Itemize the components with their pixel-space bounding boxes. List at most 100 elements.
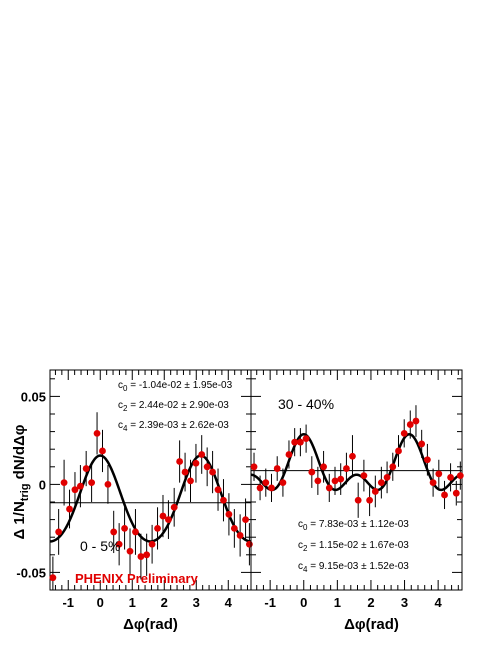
data-point — [256, 484, 264, 492]
data-point — [279, 479, 287, 487]
param-value: = 9.15e-03 ± 1.52e-03 — [307, 561, 409, 572]
data-point — [325, 484, 333, 492]
data-point — [273, 465, 281, 472]
data-point — [395, 447, 402, 455]
param-value: = 2.44e-02 ± 2.90e-03 — [127, 400, 229, 411]
data-point — [55, 528, 63, 536]
x-axis-title: Δφ(rad) — [344, 616, 399, 633]
data-point — [366, 496, 374, 504]
data-point — [181, 468, 189, 476]
data-point — [148, 540, 156, 548]
data-point — [456, 472, 464, 479]
data-point — [99, 447, 106, 455]
data-point — [423, 456, 431, 464]
param-sub: 2 — [123, 404, 128, 413]
data-point — [418, 440, 426, 448]
data-point — [360, 472, 368, 479]
x-tick-label: -1 — [62, 595, 74, 610]
data-point — [230, 525, 238, 532]
param-sub: 0 — [123, 384, 128, 393]
fit-param-c2: c2 = 2.44e-02 ± 2.90e-03 — [118, 400, 229, 413]
panel-midcentral: -1 0 1 2 3 4Δφ(rad)c0 = 7.83e-03 ± 1.12e-03c2… — [250, 369, 464, 633]
data-point — [331, 477, 339, 485]
data-point — [220, 496, 227, 504]
param-name: c — [298, 561, 303, 572]
fit-curve — [250, 433, 463, 492]
param-name: c — [298, 540, 303, 551]
data-point — [209, 468, 216, 476]
data-point — [236, 532, 244, 539]
x-axis-title: Δφ(rad) — [123, 616, 178, 633]
data-point — [343, 465, 350, 472]
x-tick-label: 1 — [334, 595, 341, 610]
data-point — [250, 463, 258, 471]
data-point — [165, 516, 172, 523]
data-point — [291, 438, 299, 446]
data-point — [400, 429, 408, 437]
data-point — [354, 496, 362, 504]
y-axis-title: Δ 1/Ntrig dN/dΔφ — [11, 424, 31, 539]
data-point — [66, 505, 73, 513]
data-point — [441, 491, 448, 499]
param-value: = 7.83e-03 ± 1.12e-03 — [307, 519, 409, 530]
x-tick-label: 4 — [435, 595, 443, 610]
data-point — [170, 503, 178, 511]
centrality-label: 30 - 40% — [278, 396, 334, 412]
fit-param-c0: c0 = 7.83e-03 ± 1.12e-03 — [298, 519, 409, 532]
data-point — [214, 486, 222, 494]
x-tick-label: -1 — [264, 595, 276, 610]
x-tick-label: 3 — [401, 595, 408, 610]
param-sub: 4 — [123, 424, 128, 433]
y-axis-title-tail: dN/dΔφ — [11, 424, 28, 483]
data-point — [159, 512, 167, 520]
y-tick-label: -0.05 — [16, 565, 46, 580]
x-tick-label: 1 — [129, 595, 136, 610]
x-tick-label: 2 — [367, 595, 374, 610]
data-point — [314, 477, 322, 485]
data-point — [452, 489, 460, 497]
data-point — [225, 510, 233, 518]
data-point — [242, 516, 249, 523]
param-sub: 4 — [303, 565, 308, 574]
data-point — [435, 470, 443, 478]
param-value: = -1.04e-02 ± 1.95e-03 — [127, 380, 232, 391]
data-point — [110, 528, 118, 536]
y-axis-title-sub: trig — [19, 483, 31, 501]
data-point — [302, 435, 310, 443]
data-point — [126, 547, 134, 555]
param-value: = 1.15e-02 ± 1.67e-03 — [307, 540, 409, 551]
fit-param-c2: c2 = 1.15e-02 ± 1.67e-03 — [298, 540, 409, 553]
param-name: c — [118, 380, 123, 391]
param-sub: 0 — [303, 523, 308, 532]
preliminary-label: PHENIX Preliminary — [75, 571, 199, 586]
data-point — [132, 528, 139, 536]
data-point — [187, 477, 194, 485]
param-name: c — [118, 420, 123, 431]
data-point — [371, 488, 379, 495]
data-point — [176, 458, 184, 465]
data-point — [154, 525, 161, 532]
fit-param-c4: c4 = 9.15e-03 ± 1.52e-03 — [298, 561, 409, 574]
data-point — [203, 463, 211, 471]
data-point — [268, 484, 275, 492]
param-value: = 2.39e-03 ± 2.62e-03 — [127, 420, 229, 431]
data-point — [121, 525, 128, 532]
data-point — [71, 486, 79, 494]
data-point — [412, 417, 420, 425]
data-point — [115, 540, 123, 548]
data-point — [337, 475, 345, 483]
data-point — [77, 482, 84, 490]
data-point — [198, 451, 206, 458]
data-point — [296, 438, 304, 446]
y-tick-label: 0 — [39, 477, 46, 492]
x-tick-label: 3 — [193, 595, 200, 610]
data-point — [60, 479, 68, 487]
y-axis-title-main: Δ 1/N — [11, 501, 28, 539]
data-point — [285, 451, 293, 458]
data-point — [49, 574, 57, 582]
param-name: c — [118, 400, 123, 411]
x-tick-label: 0 — [300, 595, 307, 610]
fit-param-c4: c4 = 2.39e-03 ± 2.62e-03 — [118, 420, 229, 433]
